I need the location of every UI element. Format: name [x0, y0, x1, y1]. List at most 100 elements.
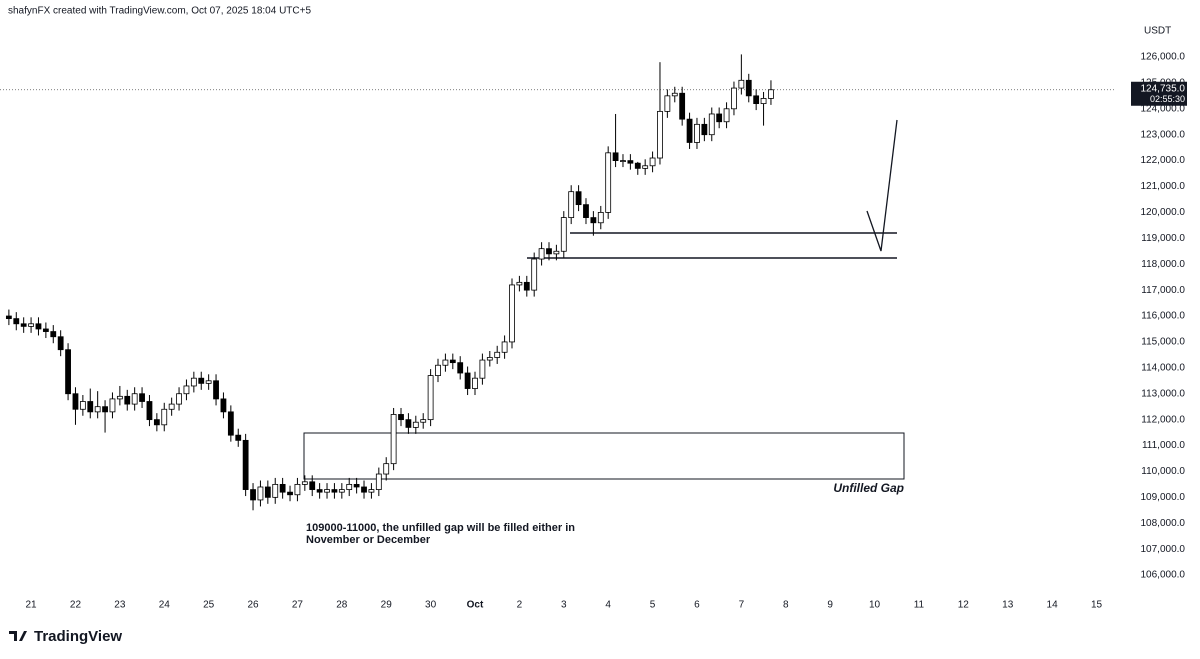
candle	[35, 317, 42, 336]
candle-body	[383, 463, 390, 475]
candle	[272, 477, 279, 504]
candle	[620, 154, 626, 168]
y-tick-label: 122,000.0	[1141, 155, 1186, 166]
candle	[531, 252, 538, 297]
x-tick-label: 28	[336, 600, 348, 611]
candle	[183, 379, 190, 401]
candle-body	[575, 191, 582, 206]
candle	[486, 350, 493, 367]
candle	[420, 413, 427, 429]
candle	[346, 477, 353, 497]
x-tick-label: 5	[650, 600, 656, 611]
candle-body	[738, 79, 745, 89]
y-tick-label: 111,000.0	[1142, 440, 1185, 451]
candle-body	[516, 281, 523, 286]
candle	[161, 402, 168, 432]
y-tick-label: 114,000.0	[1141, 362, 1185, 373]
candle-body	[686, 118, 693, 143]
candle	[57, 330, 64, 357]
candle-body	[523, 281, 530, 291]
candle	[679, 86, 686, 126]
candle	[198, 371, 205, 390]
candle-body	[146, 401, 153, 421]
y-tick-label: 116,000.0	[1141, 311, 1185, 322]
candle-body	[390, 414, 397, 465]
candle	[87, 388, 94, 419]
candle	[287, 485, 293, 502]
x-tick-label: 10	[869, 600, 881, 611]
x-tick-label: 23	[114, 600, 126, 611]
candle	[257, 480, 264, 507]
y-tick-label: 126,000.0	[1141, 52, 1186, 63]
candle-body	[338, 489, 345, 493]
x-tick-label: 6	[694, 600, 700, 611]
x-tick-label: 30	[425, 600, 437, 611]
candle	[516, 275, 523, 292]
annotation: 109000-11000, the unfilled gap will be f…	[306, 522, 575, 546]
candle-body	[65, 349, 71, 395]
candle	[42, 322, 49, 339]
candle	[694, 117, 700, 149]
arrow	[866, 119, 898, 252]
candle	[472, 371, 478, 396]
candle-body	[28, 323, 34, 327]
candle	[753, 89, 760, 111]
candle-body	[139, 393, 145, 402]
candle	[560, 211, 567, 258]
candle-body	[375, 473, 382, 490]
candle	[723, 102, 730, 129]
candle-body	[361, 486, 367, 493]
candle-body	[50, 331, 57, 338]
candle	[457, 356, 464, 380]
candle-body	[124, 395, 131, 405]
y-tick-label: 115,000.0	[1141, 337, 1185, 348]
candle-body	[486, 357, 493, 361]
candle-body	[723, 108, 730, 123]
candle-body	[102, 406, 108, 413]
x-tick-label: 27	[292, 600, 304, 611]
y-tick-label: 112,000.0	[1141, 414, 1185, 425]
candle-body	[679, 92, 686, 120]
candle	[72, 387, 79, 425]
x-tick-label: Oct	[467, 600, 484, 611]
candle-body	[316, 489, 323, 493]
y-tick-label: 121,000.0	[1141, 181, 1186, 192]
candle-body	[190, 377, 197, 387]
candle-body	[79, 401, 86, 410]
candle	[768, 80, 774, 105]
x-tick-label: 8	[783, 600, 789, 611]
candle-body	[242, 439, 249, 490]
candle-body	[442, 359, 449, 366]
header: shafynFX created with TradingView.com, O…	[8, 6, 311, 17]
candle	[50, 325, 57, 344]
candle	[13, 312, 20, 331]
candle-body	[664, 95, 671, 112]
candle	[494, 345, 501, 364]
candle-body	[398, 414, 404, 421]
candle-body	[405, 419, 412, 428]
y-tick-label: 110,000.0	[1141, 466, 1185, 477]
gap-label: Unfilled Gap	[833, 481, 904, 495]
candle-body	[72, 393, 79, 410]
price-tag	[1131, 81, 1187, 106]
candle-body	[176, 393, 182, 405]
candle	[627, 154, 634, 170]
candle	[324, 483, 330, 499]
candle	[412, 415, 419, 434]
candle-body	[605, 152, 612, 213]
candle-body	[760, 98, 767, 105]
candle	[116, 385, 123, 406]
candle	[583, 198, 589, 225]
price-tag-label: 124,735.0	[1141, 83, 1186, 94]
candle-body	[731, 87, 737, 110]
y-tick-label: 119,000.0	[1141, 233, 1185, 244]
candle-body	[412, 421, 419, 428]
candle	[28, 317, 34, 333]
candle-body	[257, 486, 264, 501]
candle-body	[753, 95, 760, 105]
candle	[309, 475, 316, 497]
candle	[331, 483, 338, 499]
candle-body	[716, 113, 723, 123]
candle	[760, 91, 767, 126]
x-tick-label: 22	[70, 600, 82, 611]
